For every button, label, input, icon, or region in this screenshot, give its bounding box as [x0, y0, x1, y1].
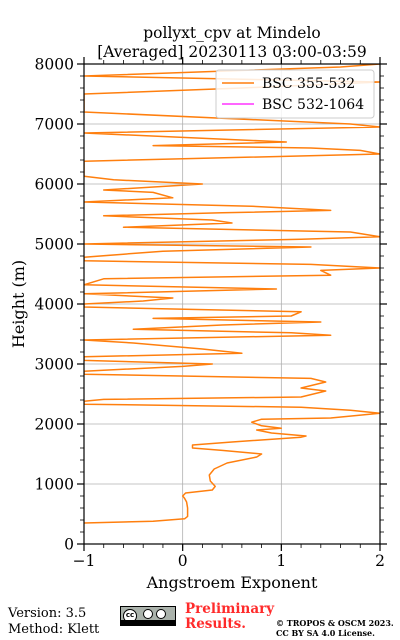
y-tick-label: 6000 [35, 176, 74, 194]
grid-lines [83, 63, 381, 545]
y-tick-label: 3000 [35, 356, 74, 374]
chart-title-line2: [Averaged] 20230113 03:00-03:59 [97, 43, 367, 61]
legend: BSC 355-532 BSC 532-1064 [215, 69, 375, 119]
x-tick-label: 2 [375, 552, 385, 570]
by-icon [143, 609, 153, 619]
y-tick-label: 4000 [35, 296, 74, 314]
copyright-line1: © TROPOS & OSCM 2023. [276, 618, 394, 628]
version-text: Version: 3.5 [8, 606, 87, 621]
preliminary-line2: Results. [185, 616, 246, 632]
y-tick-label: 8000 [35, 56, 74, 74]
x-tick-label: 1 [276, 552, 286, 570]
series-line-0 [84, 64, 380, 524]
preliminary-results-text: Preliminary Results. [185, 602, 295, 632]
y-axis-label: Height (m) [9, 260, 28, 348]
x-axis-label: Angstroem Exponent [146, 573, 318, 592]
cc-by-sa-logo: cc [120, 606, 176, 626]
y-tick-label: 5000 [35, 236, 74, 254]
legend-label-bsc-532-1064: BSC 532-1064 [262, 97, 364, 113]
copyright-line2: CC BY SA 4.0 License. [276, 627, 375, 638]
method-text: Method: Klett [8, 622, 100, 637]
legend-box [215, 69, 375, 119]
y-tick-label: 2000 [35, 416, 74, 434]
y-tick-label: 7000 [35, 116, 74, 134]
copyright-text: © TROPOS & OSCM 2023. CC BY SA 4.0 Licen… [276, 618, 394, 638]
y-tick-label: 1000 [35, 476, 74, 494]
y-tick-label: 0 [64, 536, 74, 554]
series-layer [84, 64, 380, 524]
chart-title-line1: pollyxt_cpv at Mindelo [143, 24, 321, 42]
preliminary-line1: Preliminary [185, 601, 275, 617]
license-bar [121, 620, 175, 625]
sa-icon [156, 609, 166, 619]
legend-label-bsc-355-532: BSC 355-532 [262, 76, 355, 92]
x-tick-label: 0 [178, 552, 188, 570]
axis-ticks [77, 57, 387, 551]
x-tick-label: −1 [73, 552, 96, 570]
